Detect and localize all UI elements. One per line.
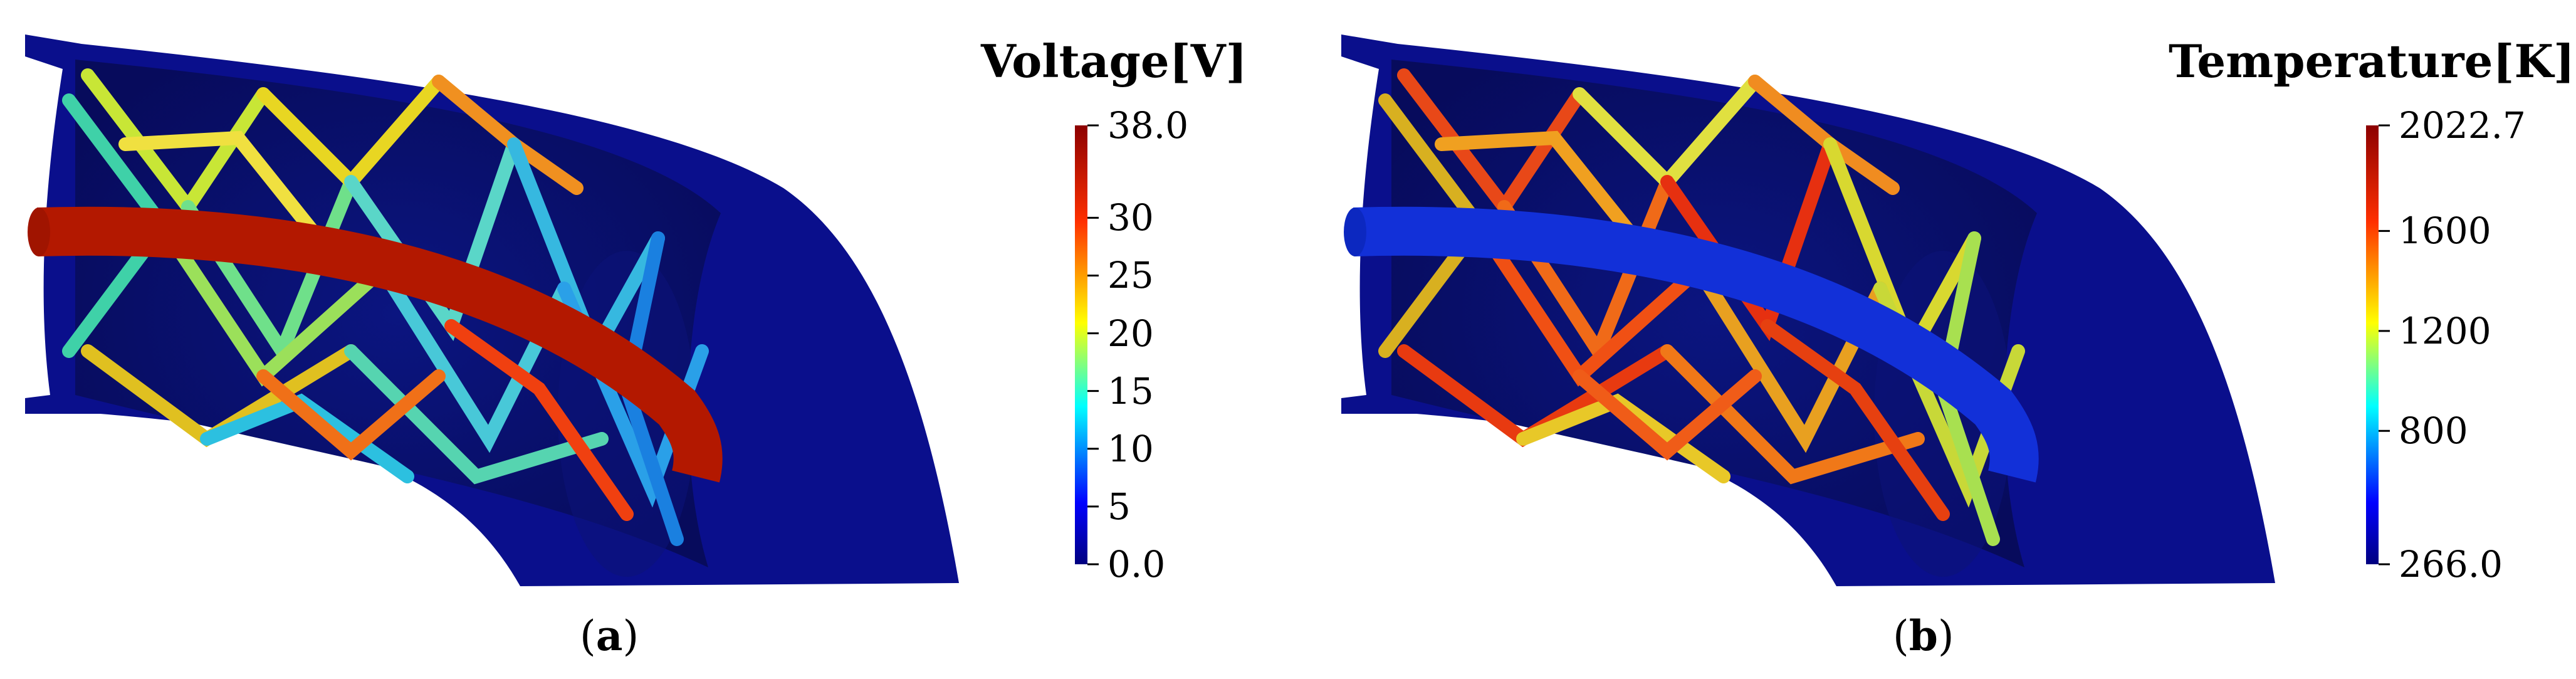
panel-b: Temperature[K] 2022.7 1600 1200 800 266.0 (b… [1291, 0, 2576, 679]
colorbar-tick-label: 20 [1107, 312, 1154, 355]
colorbar-tick-label: 0.0 [1107, 543, 1166, 586]
temperature-lattice-render [1341, 34, 2390, 586]
colorbar-title: Temperature[K] [2169, 34, 2575, 88]
colorbar-tick-label: 30 [1107, 196, 1154, 239]
rod-end [1344, 208, 1366, 256]
colorbar-tick-label: 800 [2399, 409, 2468, 453]
caption-letter: b [1908, 611, 1938, 660]
colorbar-tick-label: 5 [1107, 485, 1131, 528]
colorbar-title: Voltage[V] [981, 34, 1247, 88]
colorbar-tick-label: 1200 [2399, 309, 2491, 352]
colorbar-tick-label: 15 [1107, 369, 1154, 413]
colorbar-tick-label: 38.0 [1107, 104, 1189, 147]
panel-a: Voltage[V] 38.0 30 25 20 15 10 5 0.0 (a) [25, 34, 1247, 660]
colorbar-tick-label: 266.0 [2399, 543, 2503, 586]
colorbar-tick-label: 1600 [2399, 209, 2491, 253]
panel-caption: (b) [1893, 611, 1954, 660]
central-rod [36, 206, 723, 483]
colorbar-gradient [1075, 125, 1087, 564]
colorbar-b [2366, 124, 2390, 566]
panel-caption: (a) [580, 611, 639, 660]
colorbar-gradient [2366, 125, 2379, 564]
colorbar-tick-label: 2022.7 [2399, 104, 2526, 147]
colorbar-tick-label: 10 [1107, 427, 1154, 470]
central-rod [1353, 206, 2039, 483]
caption-letter: a [595, 611, 623, 660]
colorbar-a [1075, 124, 1099, 566]
voltage-lattice-render [25, 34, 1099, 586]
rod-end [28, 208, 50, 256]
colorbar-tick-label: 25 [1107, 254, 1154, 297]
